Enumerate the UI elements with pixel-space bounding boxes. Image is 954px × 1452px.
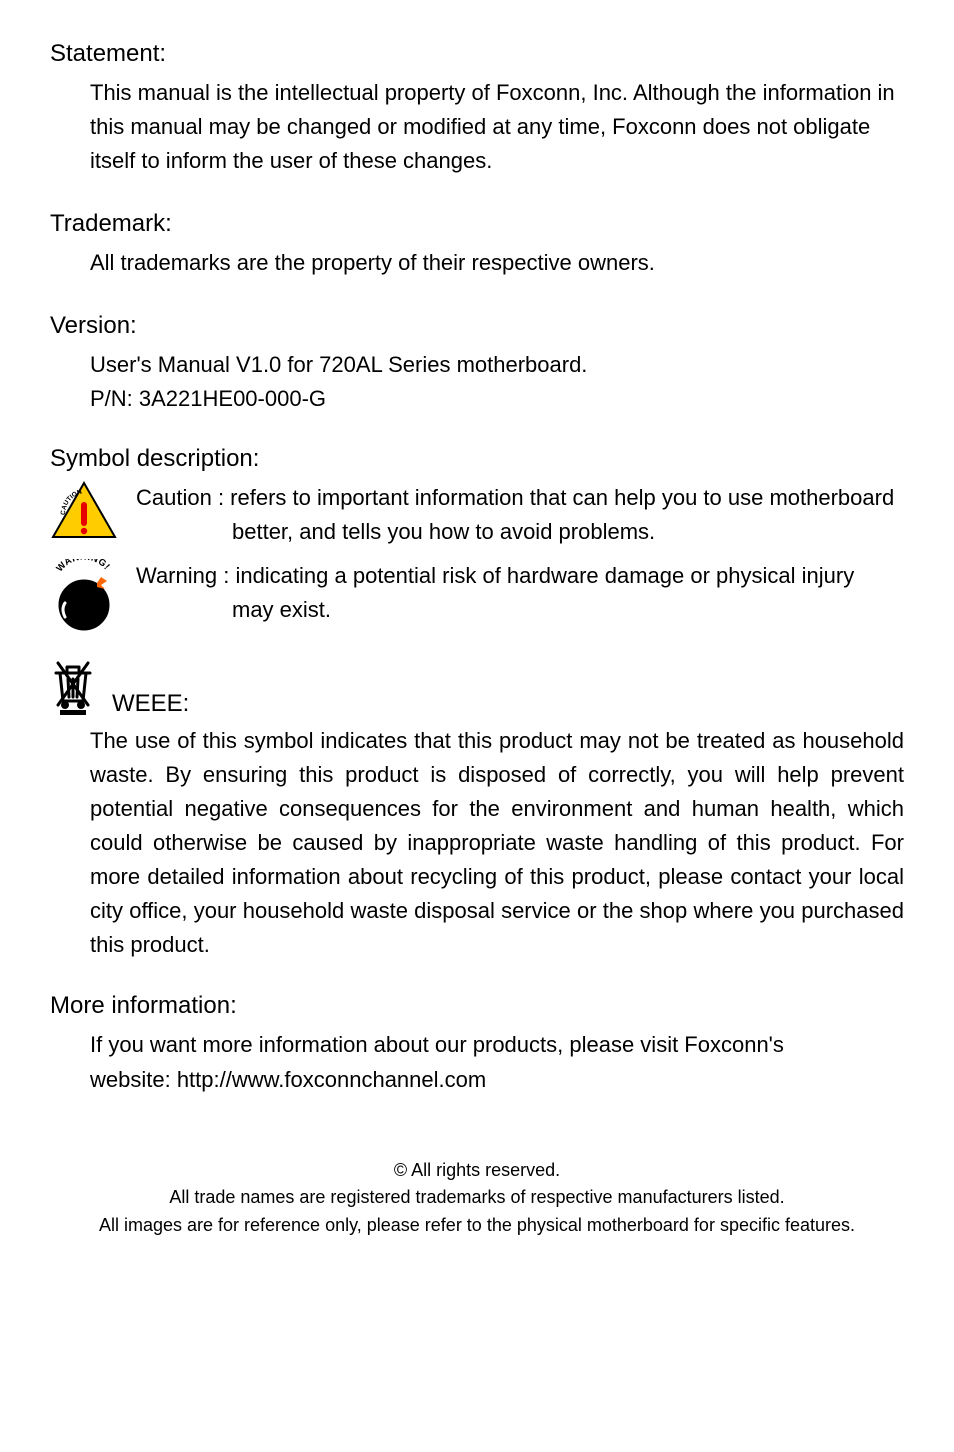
version-line2: P/N: 3A221HE00-000-G (90, 386, 326, 411)
version-line1: User's Manual V1.0 for 720AL Series moth… (90, 352, 587, 377)
weee-body: The use of this symbol indicates that th… (90, 724, 904, 963)
more-info-line1: If you want more information about our p… (90, 1032, 784, 1057)
footer-line1: © All rights reserved. (394, 1160, 560, 1180)
version-heading: Version: (50, 312, 904, 340)
caution-text: Caution : refers to important informatio… (118, 481, 904, 549)
weee-heading: WEEE: (112, 690, 189, 720)
caution-line2: better, and tells you how to avoid probl… (136, 515, 904, 549)
caution-row: CAUTION Caution : refers to important in… (50, 481, 904, 549)
caution-icon: CAUTION (50, 481, 118, 539)
more-info-line2: website: http://www.foxconnchannel.com (90, 1067, 486, 1092)
weee-row: WEEE: (50, 655, 904, 720)
version-body: User's Manual V1.0 for 720AL Series moth… (90, 348, 904, 416)
weee-icon (50, 655, 100, 720)
statement-body: This manual is the intellectual property… (90, 76, 904, 178)
warning-line2: may exist. (136, 593, 904, 627)
more-info-body: If you want more information about our p… (90, 1028, 904, 1096)
symbol-heading: Symbol description: (50, 445, 904, 473)
more-info-heading: More information: (50, 992, 904, 1020)
caution-line1: Caution : refers to important informatio… (136, 485, 894, 510)
trademark-heading: Trademark: (50, 210, 904, 238)
footer-line2: All trade names are registered trademark… (169, 1187, 784, 1207)
svg-text:WARNING!: WARNING! (54, 559, 112, 574)
warning-icon: WARNING! (50, 559, 118, 633)
warning-text: Warning : indicating a potential risk of… (118, 559, 904, 627)
warning-row: WARNING! Warning : indicating a potentia… (50, 559, 904, 633)
footer: © All rights reserved. All trade names a… (50, 1157, 904, 1241)
footer-line3: All images are for reference only, pleas… (99, 1215, 855, 1235)
page-container: Statement: This manual is the intellectu… (0, 0, 954, 1452)
statement-heading: Statement: (50, 40, 904, 68)
trademark-body: All trademarks are the property of their… (90, 246, 904, 280)
warning-line1: Warning : indicating a potential risk of… (136, 563, 854, 588)
warning-label-text: WARNING! (54, 559, 112, 574)
